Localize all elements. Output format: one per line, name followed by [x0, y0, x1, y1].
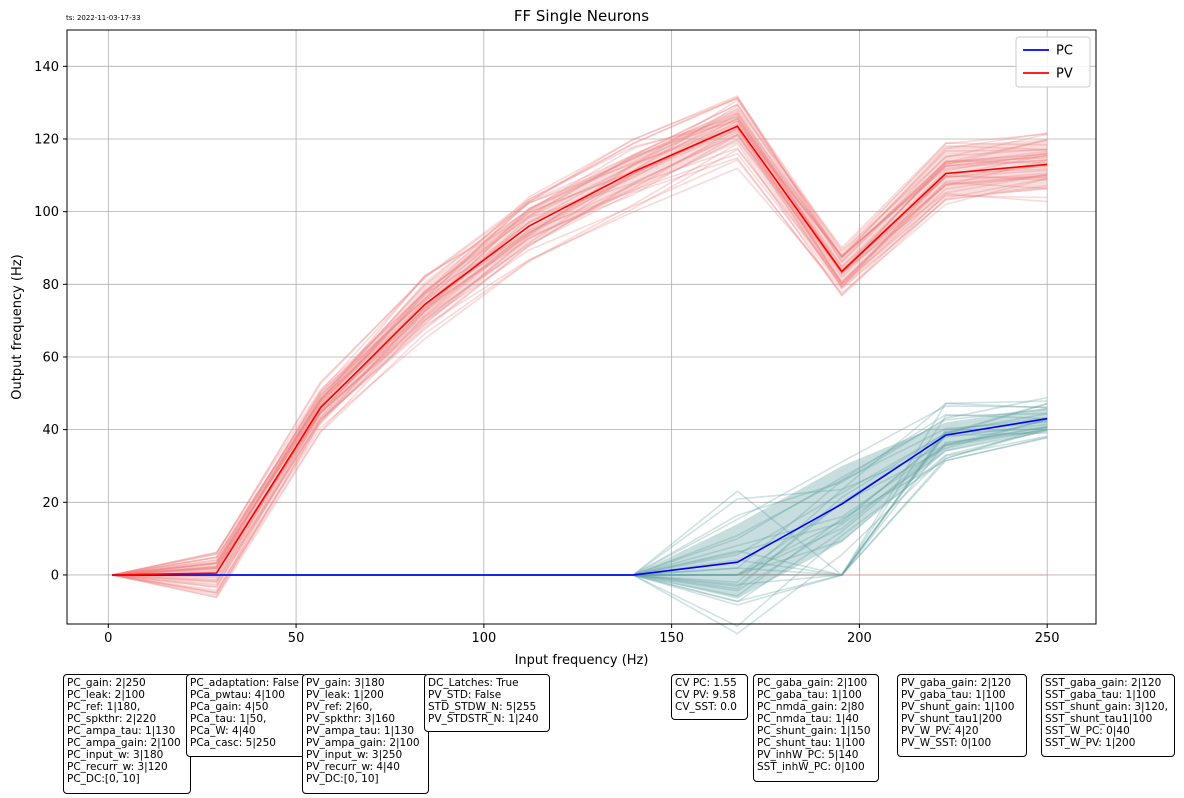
- info-box-pc-params: PC_gain: 2|250 PC_leak: 2|100 PC_ref: 1|…: [63, 674, 191, 794]
- trace-pv: [111, 147, 1048, 594]
- trace-pv: [112, 97, 1048, 576]
- legend-label-pv: PV: [1056, 67, 1073, 82]
- trace-pv: [112, 123, 1048, 576]
- trace-pv: [111, 103, 1048, 576]
- trace-pv: [112, 117, 1048, 576]
- y-tick-label: 100: [34, 205, 59, 220]
- x-tick-label: 200: [847, 631, 872, 646]
- trace-pv: [112, 104, 1048, 576]
- y-tick-label: 40: [42, 423, 59, 438]
- trace-pv: [112, 108, 1048, 576]
- trace-pv: [112, 117, 1048, 576]
- info-box-dc-params: DC_Latches: True PV_STD: False STD_STDW_…: [424, 674, 550, 732]
- band-pc: [112, 407, 1048, 599]
- trace-pv: [112, 138, 1048, 583]
- trace-pv: [111, 97, 1048, 576]
- trace-pv: [111, 94, 1048, 576]
- info-box-pv-params: PV_gain: 3|180 PV_leak: 1|200 PV_ref: 2|…: [302, 674, 429, 794]
- trace-pv: [112, 111, 1048, 576]
- trace-pv: [111, 152, 1048, 594]
- trace-pv: [111, 96, 1048, 576]
- y-tick-label: 140: [34, 60, 59, 75]
- trace-pv: [111, 142, 1048, 599]
- x-tick-label: 50: [288, 631, 305, 646]
- trace-pc: [112, 402, 1048, 576]
- y-tick-label: 20: [42, 496, 59, 511]
- trace-pv: [111, 167, 1048, 598]
- trace-pv: [112, 118, 1048, 584]
- line-chart: 0 50 100 150 200 250 0 20 40 60 80 100 120 140 FF Sing…: [10, 7, 1097, 668]
- trace-pv: [112, 113, 1048, 578]
- x-tick-label: 100: [471, 631, 496, 646]
- x-tick-label: 0: [104, 631, 112, 646]
- trace-pc: [112, 402, 1048, 577]
- info-box-pv-gaba-params: PV_gaba_gain: 2|120 PV_gaba_tau: 1|100 P…: [897, 674, 1027, 757]
- y-tick-label: 120: [34, 132, 59, 147]
- trace-pv: [111, 116, 1048, 576]
- series-line-pc: [112, 417, 1048, 576]
- info-box-pc-gaba-params: PC_gaba_gain: 2|100 PC_gaba_tau: 1|100 P…: [753, 674, 879, 782]
- chart-title: FF Single Neurons: [514, 7, 649, 25]
- y-tick-label: 60: [42, 350, 59, 365]
- timestamp-label: ts: 2022-11-03-17-33: [66, 14, 141, 22]
- y-tick-label: 80: [42, 278, 59, 293]
- info-box-sst-gaba-params: SST_gaba_gain: 2|120 SST_gaba_tau: 1|100…: [1041, 674, 1175, 757]
- trace-pv: [112, 114, 1048, 576]
- trace-pv: [111, 157, 1048, 596]
- trace-pc: [112, 405, 1048, 576]
- trace-pv: [111, 124, 1048, 576]
- x-tick-label: 150: [659, 631, 684, 646]
- trace-pv: [111, 107, 1048, 576]
- info-box-pca-params: PC_adaptation: False PCa_pwtau: 4|100 PC…: [186, 674, 306, 757]
- trace-pv: [112, 112, 1048, 576]
- legend-box: [1015, 36, 1091, 88]
- trace-pv: [112, 120, 1048, 576]
- trace-pv: [111, 120, 1048, 576]
- trace-pv: [112, 133, 1048, 589]
- band-pv: [112, 109, 1048, 583]
- plot-frame: [66, 29, 1097, 625]
- y-tick-label: 0: [51, 568, 59, 583]
- info-box-cv-values: CV PC: 1.55 CV PV: 9.58 CV_SST: 0.0: [671, 674, 748, 720]
- trace-pv: [111, 103, 1048, 576]
- y-axis-label: Output frequency (Hz): [10, 254, 25, 399]
- x-tick-label: 250: [1035, 631, 1060, 646]
- trace-pv: [112, 128, 1048, 576]
- trace-pv: [112, 133, 1048, 586]
- x-axis-label: Input frequency (Hz): [515, 653, 649, 668]
- trace-pv: [111, 148, 1048, 592]
- legend-label-pc: PC: [1056, 44, 1073, 59]
- trace-pv: [112, 99, 1048, 576]
- trace-pv: [112, 130, 1048, 587]
- trace-pv: [112, 125, 1048, 588]
- series-line-pv: [112, 125, 1048, 576]
- trace-pv: [112, 127, 1048, 581]
- trace-pv: [111, 158, 1048, 595]
